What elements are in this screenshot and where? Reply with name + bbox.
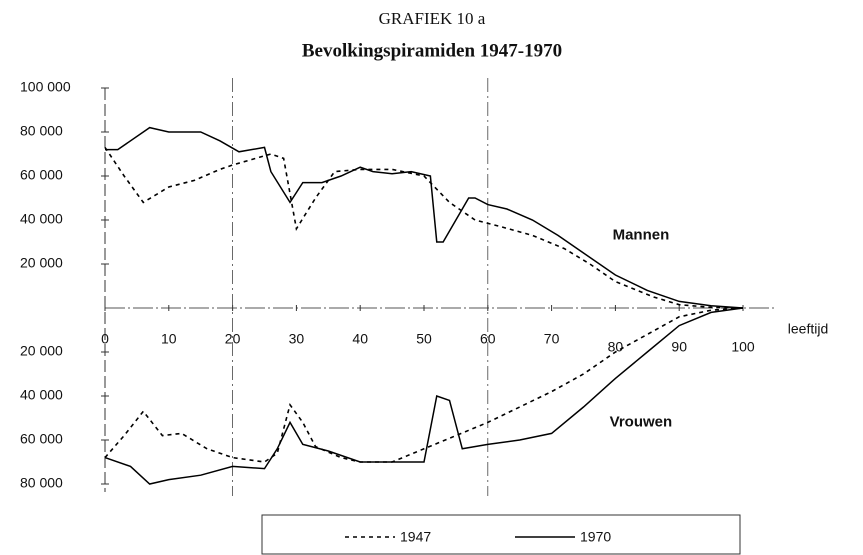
- x-tick-label: 10: [161, 331, 177, 347]
- annotation: Mannen: [613, 226, 670, 243]
- supertitle: GRAFIEK 10 a: [379, 9, 486, 28]
- x-tick-label: 30: [289, 331, 305, 347]
- x-tick-label: 80: [608, 339, 624, 355]
- y-tick-label: 40 000: [20, 211, 63, 227]
- line-men: [105, 126, 744, 309]
- y-tick-label: 20 000: [20, 255, 63, 271]
- x-tick-label: 20: [225, 331, 241, 347]
- y-tick-label: 80 000: [20, 475, 63, 491]
- x-tick-label: 40: [352, 331, 368, 347]
- y-tick-label: 60 000: [20, 167, 63, 183]
- annotation: Vrouwen: [610, 413, 673, 430]
- x-tick-label: 60: [480, 331, 496, 347]
- x-tick-label: 70: [544, 331, 560, 347]
- y-tick-label: 80 000: [20, 123, 63, 139]
- y-tick-label: 40 000: [20, 387, 63, 403]
- x-tick-label: 0: [101, 331, 109, 347]
- legend-box: [261, 514, 741, 555]
- y-tick-label: 20 000: [20, 343, 63, 359]
- line-women: [104, 307, 744, 463]
- x-axis-label: leeftijd: [788, 321, 828, 337]
- chart-title: Bevolkingspiramiden 1947-1970: [302, 40, 562, 61]
- x-tick-label: 100: [731, 339, 755, 355]
- x-tick-label: 50: [416, 331, 432, 347]
- y-tick-label: 100 000: [20, 79, 71, 95]
- line-women: [104, 307, 744, 485]
- legend-label: 1947: [400, 529, 431, 545]
- legend-label: 1970: [580, 529, 611, 545]
- x-tick-label: 90: [671, 339, 687, 355]
- line-men: [104, 146, 744, 309]
- y-tick-label: 60 000: [20, 431, 63, 447]
